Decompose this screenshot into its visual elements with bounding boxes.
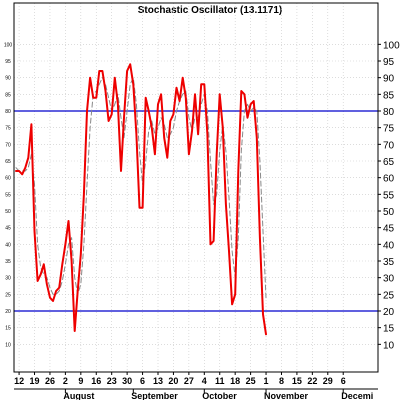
y-tick-label-left: 100 <box>4 42 13 48</box>
y-tick-label-left: 90 <box>5 76 11 82</box>
x-tick-label: 4 <box>202 376 207 386</box>
x-tick-label: 13 <box>153 376 163 386</box>
y-tick-label-right: 70 <box>383 140 395 151</box>
x-tick-label: 8 <box>279 376 284 386</box>
x-tick-label: 19 <box>30 376 40 386</box>
x-tick-label: 9 <box>78 376 83 386</box>
y-tick-label-left: 80 <box>5 109 11 115</box>
x-tick-label: 26 <box>45 376 55 386</box>
x-tick-label: 12 <box>14 376 24 386</box>
x-tick-label: 1 <box>264 376 269 386</box>
y-tick-label-left: 95 <box>5 59 11 65</box>
y-tick-label-left: 25 <box>5 292 11 298</box>
y-tick-label-right: 20 <box>383 307 395 318</box>
month-label: October <box>202 391 237 400</box>
x-tick-label: 6 <box>341 376 346 386</box>
y-tick-label-left: 40 <box>5 242 11 248</box>
month-label: Decemi <box>341 391 373 400</box>
y-tick-label-right: 35 <box>383 257 395 268</box>
y-tick-label-right: 25 <box>383 290 395 301</box>
x-tick-label: 15 <box>292 376 302 386</box>
y-tick-label-right: 50 <box>383 207 395 218</box>
y-tick-label-left: 15 <box>5 326 11 332</box>
x-tick-label: 6 <box>140 376 145 386</box>
y-tick-label-left: 35 <box>5 259 11 265</box>
y-tick-label-right: 45 <box>383 224 395 235</box>
y-tick-label-right: 65 <box>383 157 395 168</box>
series-group <box>15 63 267 336</box>
x-tick-label: 18 <box>230 376 240 386</box>
y-tick-label-left: 60 <box>5 176 11 182</box>
y-tick-label-right: 60 <box>383 174 395 185</box>
y-tick-label-left: 10 <box>5 342 11 348</box>
x-tick-label: 20 <box>168 376 178 386</box>
month-label: November <box>264 391 309 400</box>
y-tick-label-right: 15 <box>383 324 395 335</box>
y-tick-label-right: 55 <box>383 190 395 201</box>
y-tick-label-right: 100 <box>383 40 400 51</box>
x-tick-label: 11 <box>215 376 225 386</box>
chart-title: Stochastic Oscillator (13.1171) <box>138 5 283 16</box>
x-tick-label: 30 <box>122 376 132 386</box>
x-tick-label: 29 <box>323 376 333 386</box>
x-tick-label: 25 <box>246 376 256 386</box>
x-axis: 12 19 26 2 9 16 23 30 6 13 20 27 4 11 18 25 1 8 15 22 29 6 <box>14 372 346 386</box>
y-tick-label-left: 20 <box>5 309 11 315</box>
stochastic-line <box>15 63 267 336</box>
plot-frame <box>13 2 379 373</box>
x-tick-label: 23 <box>107 376 117 386</box>
x-tick-label: 27 <box>184 376 194 386</box>
month-label: August <box>63 391 94 400</box>
y-tick-label-left: 75 <box>5 126 11 132</box>
y-tick-label-right: 80 <box>383 107 395 118</box>
x-tick-label: 22 <box>307 376 317 386</box>
y-tick-label-left: 50 <box>5 209 11 215</box>
x-tick-label: 2 <box>63 376 68 386</box>
y-axis-right: 10 15 20 25 30 35 40 45 50 55 60 65 70 75 80 85 90 95 100 <box>378 40 400 351</box>
y-tick-label-right: 85 <box>383 90 395 101</box>
y-tick-label-left: 85 <box>5 92 11 98</box>
signal-line <box>15 77 267 299</box>
y-tick-label-left: 55 <box>5 192 11 198</box>
month-label: September <box>131 391 178 400</box>
y-tick-label-right: 75 <box>383 124 395 135</box>
x-tick-label: 16 <box>91 376 101 386</box>
y-axis-left: 10 15 20 25 30 35 40 45 50 55 60 65 70 75 80 85 90 95 100 <box>4 42 13 348</box>
y-tick-label-right: 40 <box>383 240 395 251</box>
y-tick-label-left: 45 <box>5 226 11 232</box>
y-tick-label-left: 70 <box>5 142 11 148</box>
y-tick-label-right: 95 <box>383 57 395 68</box>
y-tick-label-left: 30 <box>5 276 11 282</box>
month-axis: August September October November Decemi <box>14 388 378 400</box>
y-tick-label-right: 30 <box>383 274 395 285</box>
y-tick-label-left: 65 <box>5 159 11 165</box>
y-tick-label-right: 90 <box>383 74 395 85</box>
y-tick-label-right: 10 <box>383 340 395 351</box>
